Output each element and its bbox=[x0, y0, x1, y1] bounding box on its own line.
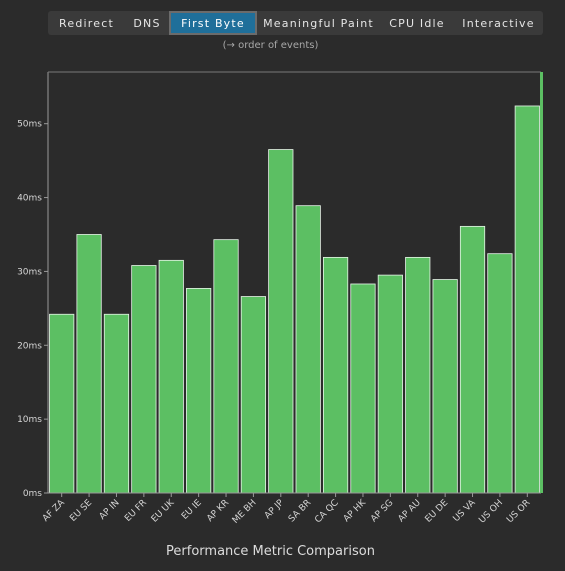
y-tick-label: 50ms bbox=[17, 120, 42, 130]
order-of-events-note: (→ order of events) bbox=[222, 40, 319, 51]
tab-redirect[interactable]: Redirect bbox=[59, 16, 114, 30]
bar-ap-jp[interactable] bbox=[268, 149, 294, 494]
y-axis-ticks: 0ms 10ms 20ms 30ms 40ms 50ms bbox=[17, 120, 48, 499]
bar-ap-in[interactable] bbox=[103, 313, 130, 494]
bar-eu-fr[interactable] bbox=[131, 265, 157, 494]
x-tick-label: AP KR bbox=[205, 498, 231, 524]
x-axis-title: Performance Metric Comparison bbox=[166, 544, 375, 559]
x-tick-label: ME BH bbox=[231, 498, 259, 526]
x-tick-label: AF ZA bbox=[41, 497, 67, 523]
bar-ap-sg[interactable] bbox=[377, 274, 403, 494]
bars bbox=[49, 105, 540, 494]
y-tick-label: 40ms bbox=[17, 194, 42, 204]
x-tick-label: EU FR bbox=[123, 498, 149, 524]
x-tick-label: EU UK bbox=[150, 497, 177, 524]
x-tick-label: AP JP bbox=[263, 498, 286, 521]
bar-eu-ie[interactable] bbox=[186, 288, 212, 494]
y-tick-label: 30ms bbox=[17, 267, 42, 277]
metric-tab-bar: Redirect DNS First Byte Meaningful Paint… bbox=[48, 11, 543, 35]
bar-us-or[interactable] bbox=[514, 105, 540, 494]
y-tick-label: 20ms bbox=[17, 341, 42, 351]
x-tick-label: SA BR bbox=[287, 498, 313, 524]
bar-ap-kr[interactable] bbox=[213, 239, 239, 494]
x-tick-label: CA QC bbox=[313, 498, 340, 525]
bar-eu-uk[interactable] bbox=[158, 259, 184, 494]
x-tick-label: EU SE bbox=[68, 498, 94, 524]
bar-us-va[interactable] bbox=[459, 225, 486, 494]
bar-ap-au[interactable] bbox=[405, 256, 431, 494]
bar-us-oh[interactable] bbox=[487, 253, 513, 494]
scroll-indicator[interactable] bbox=[540, 72, 543, 493]
x-tick-label: EU DE bbox=[424, 498, 451, 525]
bar-ca-qc[interactable] bbox=[322, 256, 349, 494]
tab-meaningful-paint[interactable]: Meaningful Paint bbox=[263, 16, 374, 30]
bar-me-bh[interactable] bbox=[240, 296, 267, 494]
x-tick-label: EU IE bbox=[180, 498, 204, 522]
x-tick-label: AP SG bbox=[369, 498, 395, 524]
y-tick-label: 0ms bbox=[23, 489, 42, 499]
tab-first-byte[interactable]: First Byte bbox=[169, 11, 257, 35]
bar-eu-se[interactable] bbox=[76, 234, 102, 494]
bar-af-za[interactable] bbox=[49, 313, 75, 494]
bar-eu-de[interactable] bbox=[432, 279, 458, 494]
tab-dns[interactable]: DNS bbox=[133, 16, 161, 30]
tab-cpu-idle[interactable]: CPU Idle bbox=[389, 16, 445, 30]
y-tick-label: 10ms bbox=[17, 415, 42, 425]
x-axis-labels: AF ZA EU SE AP IN EU FR EU UK EU IE AP KR ME BH… bbox=[41, 493, 532, 526]
x-tick-label: AP HK bbox=[342, 497, 369, 524]
x-tick-label: AP AU bbox=[397, 498, 423, 524]
bar-ap-hk[interactable] bbox=[350, 283, 376, 494]
bar-sa-br[interactable] bbox=[295, 205, 321, 494]
x-tick-label: US VA bbox=[452, 497, 479, 524]
x-tick-label: US OH bbox=[477, 498, 505, 526]
tab-interactive[interactable]: Interactive bbox=[462, 16, 535, 30]
x-tick-label: AP IN bbox=[98, 498, 122, 522]
x-tick-label: US OR bbox=[505, 498, 532, 525]
